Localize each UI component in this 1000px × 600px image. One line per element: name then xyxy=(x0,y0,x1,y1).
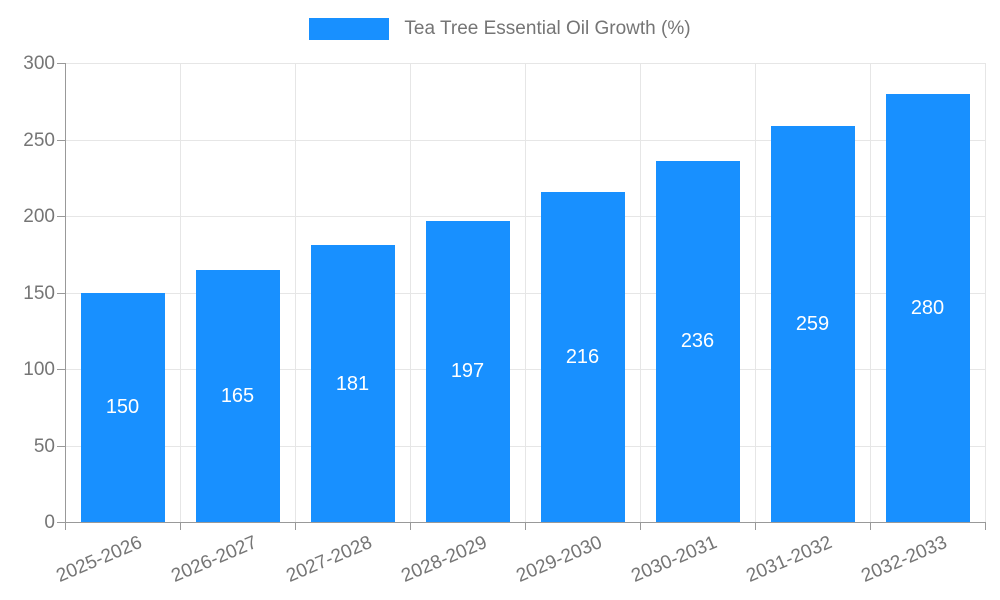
bar-value-label: 280 xyxy=(910,296,945,319)
x-axis-line xyxy=(65,522,985,523)
bar-value-label: 150 xyxy=(105,396,140,419)
y-axis-tick-label: 200 xyxy=(23,206,55,227)
gridline-vertical xyxy=(180,63,181,522)
y-axis-tick xyxy=(57,522,65,523)
gridline-vertical xyxy=(755,63,756,522)
y-axis-tick xyxy=(57,139,65,141)
y-axis-tick-label: 150 xyxy=(23,282,55,304)
y-axis-tick xyxy=(57,292,65,294)
y-axis-tick xyxy=(57,445,65,447)
gridline-vertical xyxy=(640,63,641,522)
x-axis-tick xyxy=(180,522,181,530)
y-axis-line xyxy=(65,63,66,523)
x-axis-tick xyxy=(640,522,641,530)
y-axis-tick-label: 0 xyxy=(44,512,55,533)
y-axis-tick-label: 250 xyxy=(23,129,55,151)
bar[interactable] xyxy=(425,220,510,522)
bar[interactable] xyxy=(885,93,970,522)
bar-value-label: 197 xyxy=(450,360,485,383)
bar[interactable] xyxy=(195,269,280,522)
x-axis-tick xyxy=(755,522,756,530)
y-axis-tick xyxy=(57,63,65,64)
bar-value-label: 216 xyxy=(565,345,600,368)
bar-value-label: 236 xyxy=(680,330,715,353)
bar[interactable] xyxy=(770,125,855,522)
bar-value-label: 165 xyxy=(220,384,255,407)
x-axis-tick xyxy=(870,522,871,530)
gridline-vertical xyxy=(410,63,411,522)
gridline-vertical xyxy=(295,63,296,522)
y-axis-tick xyxy=(57,369,65,370)
bar-value-label: 181 xyxy=(335,372,370,395)
bar[interactable] xyxy=(540,191,625,522)
gridline-vertical xyxy=(870,63,871,522)
x-axis-tick xyxy=(410,522,411,530)
x-axis-tick xyxy=(65,522,66,530)
y-axis-tick-label: 100 xyxy=(23,359,55,380)
legend-label: Tea Tree Essential Oil Growth (%) xyxy=(404,18,691,39)
y-axis-tick-label: 50 xyxy=(33,435,55,457)
y-axis-tick-label: 300 xyxy=(23,53,55,74)
x-axis-tick xyxy=(985,522,986,530)
bar[interactable] xyxy=(655,160,740,522)
x-axis-tick xyxy=(295,522,296,530)
gridline-vertical xyxy=(985,63,986,522)
gridline-vertical xyxy=(525,63,526,522)
legend-swatch xyxy=(309,18,390,40)
legend[interactable]: Tea Tree Essential Oil Growth (%) xyxy=(0,18,1000,40)
bar[interactable] xyxy=(80,292,165,522)
x-axis-tick xyxy=(525,522,526,530)
bar-value-label: 259 xyxy=(795,312,830,335)
bar[interactable] xyxy=(310,245,395,522)
y-axis-tick xyxy=(57,216,65,217)
